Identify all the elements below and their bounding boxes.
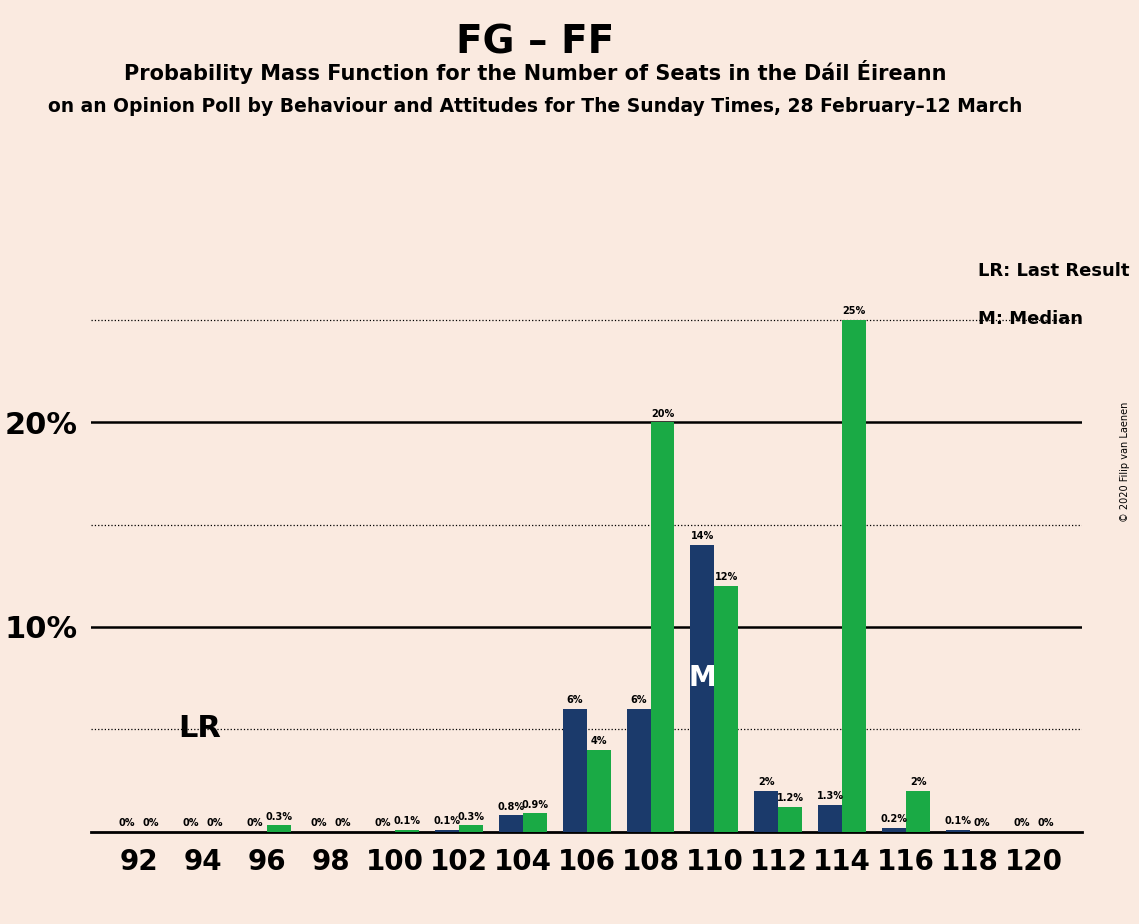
Text: © 2020 Filip van Laenen: © 2020 Filip van Laenen bbox=[1121, 402, 1130, 522]
Text: 0%: 0% bbox=[247, 818, 263, 828]
Text: 0%: 0% bbox=[311, 818, 327, 828]
Bar bbox=[947, 830, 970, 832]
Text: 6%: 6% bbox=[566, 695, 583, 705]
Text: 1.2%: 1.2% bbox=[777, 794, 804, 803]
Text: 0%: 0% bbox=[182, 818, 199, 828]
Text: 6%: 6% bbox=[630, 695, 647, 705]
Bar bbox=[714, 586, 738, 832]
Text: 0%: 0% bbox=[1014, 818, 1031, 828]
Text: 0%: 0% bbox=[207, 818, 223, 828]
Text: LR: LR bbox=[179, 714, 222, 743]
Text: 0%: 0% bbox=[335, 818, 351, 828]
Bar bbox=[587, 749, 611, 832]
Text: 0.9%: 0.9% bbox=[522, 799, 548, 809]
Text: 2%: 2% bbox=[759, 777, 775, 787]
Text: 1.3%: 1.3% bbox=[817, 791, 844, 801]
Bar bbox=[395, 830, 419, 832]
Text: 0%: 0% bbox=[974, 818, 991, 828]
Bar bbox=[499, 815, 523, 832]
Text: 0.3%: 0.3% bbox=[265, 812, 293, 821]
Bar bbox=[754, 791, 778, 832]
Bar bbox=[267, 825, 290, 832]
Bar bbox=[435, 830, 459, 832]
Text: 0.8%: 0.8% bbox=[497, 801, 524, 811]
Text: 25%: 25% bbox=[843, 307, 866, 316]
Bar bbox=[843, 320, 867, 832]
Text: 0%: 0% bbox=[1038, 818, 1055, 828]
Bar bbox=[523, 813, 547, 832]
Text: 12%: 12% bbox=[715, 572, 738, 582]
Text: 14%: 14% bbox=[691, 531, 714, 541]
Text: FG – FF: FG – FF bbox=[457, 23, 614, 61]
Text: 2%: 2% bbox=[910, 777, 926, 787]
Text: 20%: 20% bbox=[650, 408, 674, 419]
Bar bbox=[626, 709, 650, 832]
Text: 0.2%: 0.2% bbox=[880, 814, 908, 824]
Bar bbox=[563, 709, 587, 832]
Text: LR: Last Result: LR: Last Result bbox=[978, 261, 1130, 280]
Bar bbox=[818, 805, 843, 832]
Text: on an Opinion Poll by Behaviour and Attitudes for The Sunday Times, 28 February–: on an Opinion Poll by Behaviour and Atti… bbox=[48, 97, 1023, 116]
Text: M: Median: M: Median bbox=[978, 310, 1083, 328]
Bar bbox=[907, 791, 931, 832]
Bar bbox=[690, 545, 714, 832]
Bar bbox=[459, 825, 483, 832]
Bar bbox=[883, 828, 907, 832]
Text: 0%: 0% bbox=[375, 818, 391, 828]
Text: 0.1%: 0.1% bbox=[944, 816, 972, 826]
Text: M: M bbox=[689, 664, 716, 692]
Text: 4%: 4% bbox=[590, 736, 607, 746]
Text: 0.1%: 0.1% bbox=[433, 816, 460, 826]
Text: 0.1%: 0.1% bbox=[393, 816, 420, 826]
Text: Probability Mass Function for the Number of Seats in the Dáil Éireann: Probability Mass Function for the Number… bbox=[124, 60, 947, 84]
Text: 0%: 0% bbox=[142, 818, 159, 828]
Text: 0%: 0% bbox=[118, 818, 136, 828]
Bar bbox=[650, 422, 674, 832]
Text: 0.3%: 0.3% bbox=[457, 812, 484, 821]
Bar bbox=[778, 807, 802, 832]
